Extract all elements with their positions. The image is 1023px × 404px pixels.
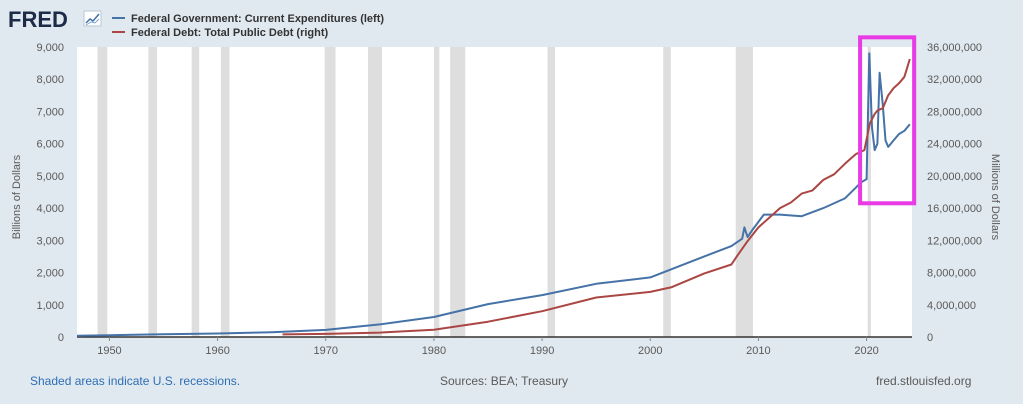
- y-left-tick-label-7: 7,000: [36, 106, 64, 118]
- legend-label-series-0: Federal Government: Current Expenditures…: [131, 13, 384, 25]
- sources-text: Sources: BEA; Treasury: [440, 374, 569, 388]
- recession-band-10: [735, 47, 754, 337]
- y-right-tick-label-0: 0: [927, 332, 933, 344]
- y-left-tick-label-5: 5,000: [36, 171, 64, 183]
- y-left-tick-label-3: 3,000: [36, 235, 64, 247]
- y-left-tick-label-2: 2,000: [36, 268, 64, 280]
- y-right-tick-label-9: 36,000,000: [927, 42, 982, 54]
- recession-band-1: [148, 47, 158, 337]
- x-tick-label-2: 1970: [314, 345, 338, 357]
- x-tick-label-0: 1950: [97, 345, 121, 357]
- recession-band-9: [663, 47, 671, 337]
- x-tick-label-3: 1980: [422, 345, 446, 357]
- recession-band-0: [97, 47, 108, 337]
- recession-band-5: [367, 47, 383, 337]
- y-axis-right: 0 4,000,000 8,000,000 12,000,000 16,000,000 2…: [927, 42, 982, 344]
- fred-logo[interactable]: FRED: [8, 7, 68, 32]
- recession-band-8: [547, 47, 556, 337]
- y-axis-right-label: Millions of Dollars: [989, 154, 1001, 241]
- recession-band-4: [324, 47, 336, 337]
- x-tick-label-4: 1990: [530, 345, 554, 357]
- y-left-tick-label-9: 9,000: [36, 42, 64, 54]
- y-axis-left-label: Billions of Dollars: [11, 154, 23, 239]
- y-axis-left: 0 1,000 2,000 3,000 4,000 5,000 6,000 7,000 8,00…: [36, 42, 64, 344]
- y-right-tick-label-2: 8,000,000: [927, 268, 976, 280]
- fred-logo-chart-icon: [83, 10, 102, 27]
- y-left-tick-label-8: 8,000: [36, 74, 64, 86]
- series-line-0: [76, 52, 911, 337]
- recession-band-7: [450, 47, 466, 337]
- recession-band-6: [433, 47, 440, 337]
- y-left-tick-label-1: 1,000: [36, 300, 64, 312]
- y-left-tick-label-0: 0: [58, 332, 64, 344]
- y-left-tick-label-6: 6,000: [36, 139, 64, 151]
- highlight-box: [858, 35, 917, 206]
- y-left-tick-label-4: 4,000: [36, 203, 64, 215]
- plot-area: [77, 47, 912, 337]
- series-line-1: [282, 58, 911, 336]
- y-right-tick-label-3: 12,000,000: [927, 235, 982, 247]
- x-axis: 1950 1960 1970 1980 1990 2000 2010 2020: [77, 336, 912, 357]
- y-right-tick-label-6: 24,000,000: [927, 139, 982, 151]
- y-right-tick-label-4: 16,000,000: [927, 203, 982, 215]
- y-right-tick-label-8: 32,000,000: [927, 74, 982, 86]
- recession-band-3: [220, 47, 230, 337]
- x-tick-label-7: 2020: [854, 345, 878, 357]
- legend-label-series-1: Federal Debt: Total Public Debt (right): [131, 27, 329, 39]
- x-tick-label-5: 2000: [638, 345, 662, 357]
- y-right-tick-label-7: 28,000,000: [927, 106, 982, 118]
- x-tick-label-6: 2010: [746, 345, 770, 357]
- y-right-tick-label-5: 20,000,000: [927, 171, 982, 183]
- y-right-tick-label-1: 4,000,000: [927, 300, 976, 312]
- site-link[interactable]: fred.stlouisfed.org: [876, 374, 972, 388]
- recession-note-link[interactable]: Shaded areas indicate U.S. recessions.: [30, 374, 241, 388]
- annotation-layer: [858, 35, 917, 206]
- x-tick-label-1: 1960: [205, 345, 229, 357]
- recession-band-11: [867, 47, 871, 337]
- recession-shading: [97, 47, 871, 337]
- recession-band-2: [191, 47, 200, 337]
- series-lines: [76, 52, 911, 337]
- legend: Federal Government: Current Expenditures…: [112, 13, 384, 39]
